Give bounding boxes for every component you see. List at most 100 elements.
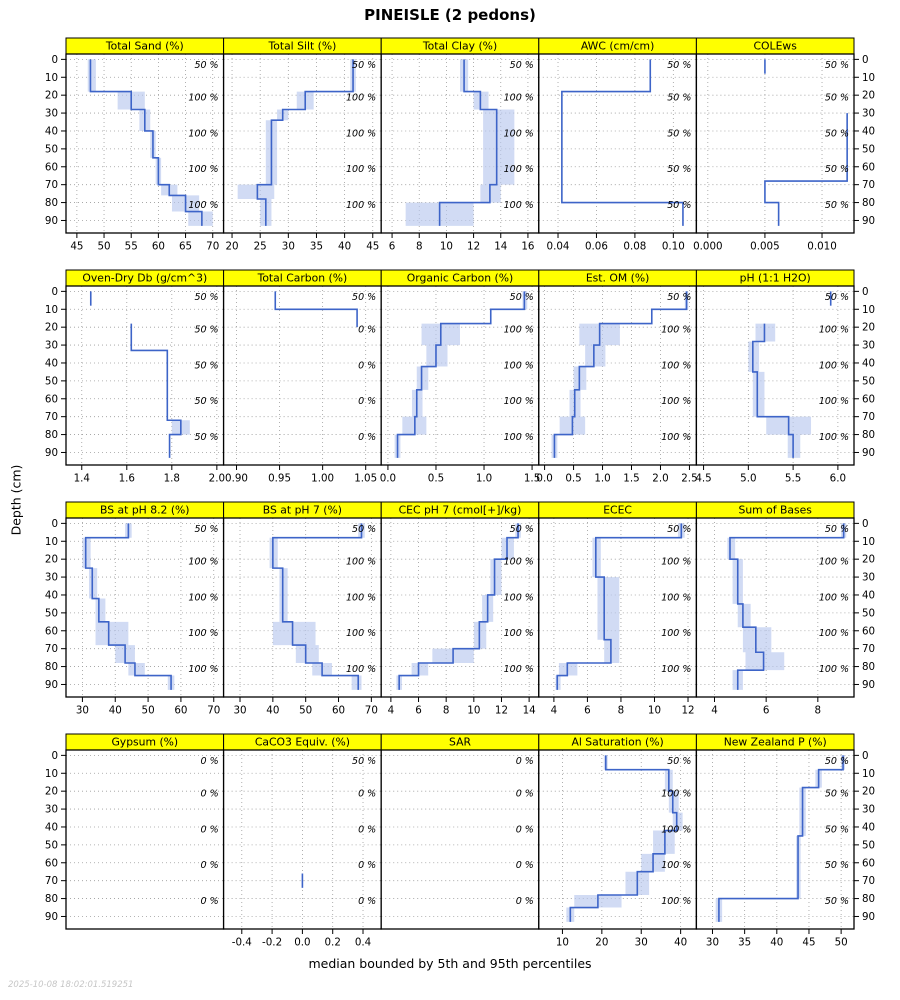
x-tick-label: 25 [254, 241, 267, 253]
y-tick-label: 60 [862, 857, 875, 869]
x-tick-label: 1.0 [594, 473, 610, 485]
strip-title: Est. OM (%) [586, 272, 649, 285]
panel-ecec: ECEC 50 % 100 % 100 % 100 % 100 % 4 6 8 10 12 [538, 501, 698, 717]
contributing-fraction-label: 100 % [819, 628, 849, 639]
contributing-fraction-label: 50 % [825, 788, 849, 799]
x-tick-label: 0.10 [662, 241, 685, 253]
contributing-fraction-label: 50 % [825, 128, 849, 139]
y-tick-label: 40 [862, 589, 875, 601]
y-tick-label: 0 [862, 54, 869, 66]
axes: 0.000 0.005 0.010 0 10 20 30 40 50 60 70 80 90 [693, 54, 875, 253]
panel-organic-carbon: Organic Carbon (%) 50 % 100 % 100 % 100 % 100… [380, 269, 540, 485]
median-line [553, 291, 688, 458]
panel-caco3-equiv: CaCO3 Equiv. (%)50 % 0 % 0 % 0 % 0 % -0.4 -0.2… [222, 733, 382, 949]
y-tick-label: 40 [862, 821, 875, 833]
panel-sar: SAR 0 % 0 % 0 % 0 % 0 % [380, 733, 540, 930]
median-line [556, 523, 683, 690]
contributing-fraction-label: 100 % [819, 360, 849, 371]
axes: 45 50 55 60 65 70 0 10 20 30 40 50 60 70 80 90 [45, 54, 219, 253]
median-line [438, 59, 498, 226]
panel-bg [66, 750, 224, 929]
x-tick-label: 1.8 [164, 473, 180, 485]
contributing-fraction-label: 100 % [661, 824, 691, 835]
y-tick-label: 70 [862, 411, 875, 423]
contributing-fraction-label: 50 % [194, 324, 218, 335]
y-tick-label: 10 [862, 768, 875, 780]
percentile-ribbon [551, 291, 689, 458]
x-tick-label: 60 [332, 705, 345, 717]
y-tick-label: 10 [45, 768, 58, 780]
axes: 30 35 40 45 50 0 10 20 30 40 50 60 70 80 90 [706, 750, 875, 949]
contributing-fraction-label: 50 % [194, 524, 218, 535]
median-line [396, 291, 526, 458]
y-tick-label: 0 [862, 286, 869, 298]
contributing-fraction-label: 0 % [201, 824, 219, 835]
contributing-fraction-label: 100 % [504, 556, 534, 567]
contributing-fraction-label: 0 % [358, 860, 376, 871]
y-tick-label: 0 [862, 750, 869, 762]
y-tick-label: 20 [45, 554, 58, 566]
x-tick-label: 20 [595, 937, 608, 949]
y-tick-label: 90 [862, 215, 875, 227]
panel-bg [223, 518, 382, 697]
median-line [569, 755, 678, 922]
x-tick-label: 40 [674, 937, 687, 949]
strip-title: Total Sand (%) [105, 40, 184, 53]
x-tick-label: 2.5 [681, 473, 697, 485]
panel-awc: AWC (cm/cm)50 %50 %50 %50 %50 %0.04 0.06 0… [538, 37, 698, 253]
y-tick-label: 70 [45, 411, 58, 423]
x-tick-label: 0.90 [225, 473, 248, 485]
x-tick-label: 55 [125, 241, 138, 253]
contributing-fraction-label: 50 % [825, 60, 849, 71]
strip-title: New Zealand P (%) [724, 736, 827, 749]
contributing-fraction-label: 100 % [188, 556, 218, 567]
contributing-fraction-label: 0 % [358, 360, 376, 371]
y-tick-label: 50 [45, 839, 58, 851]
contributing-fraction-label: 100 % [504, 664, 534, 675]
contributing-fraction-label: 50 % [667, 524, 691, 535]
x-tick-label: 60 [152, 241, 165, 253]
y-tick-label: 70 [45, 875, 58, 887]
x-tick-label: 50 [299, 705, 312, 717]
x-tick-label: 14 [523, 705, 536, 717]
contributing-fraction-label: 100 % [504, 360, 534, 371]
x-tick-label: 20 [225, 241, 238, 253]
percentile-ribbon [566, 755, 683, 922]
contributing-fraction-label: 100 % [188, 592, 218, 603]
contributing-fraction-label: 100 % [661, 788, 691, 799]
y-tick-label: 50 [45, 607, 58, 619]
x-tick-label: 12 [495, 705, 508, 717]
contributing-fraction-label: 50 % [352, 60, 376, 71]
x-tick-label: 2.0 [652, 473, 668, 485]
y-tick-label: 40 [862, 125, 875, 137]
contributing-fraction-label: 0 % [358, 324, 376, 335]
strip-title: SAR [449, 736, 471, 749]
contributing-fraction-label: 100 % [661, 896, 691, 907]
x-tick-label: 0.5 [565, 473, 581, 485]
axes: 4 6 8 10 12 [551, 697, 695, 717]
panel-al-saturation: Al Saturation (%) 50 % 100 % 100 % 100 % 100 … [538, 733, 698, 949]
y-tick-label: 60 [45, 393, 58, 405]
strip-title: COLEws [754, 40, 798, 53]
percentile-ribbon [87, 59, 213, 226]
y-tick-label: 70 [862, 179, 875, 191]
contributing-fraction-label: 50 % [825, 92, 849, 103]
y-tick-label: 10 [862, 304, 875, 316]
x-tick-label: 10 [648, 705, 661, 717]
y-tick-label: 30 [45, 340, 58, 352]
x-tick-label: 0.06 [585, 241, 608, 253]
median-line [272, 523, 363, 690]
percentile-ribbon [396, 523, 521, 690]
x-tick-label: 1.5 [623, 473, 639, 485]
contributing-fraction-label: 0 % [516, 824, 534, 835]
contributing-fraction-label: 0 % [516, 756, 534, 767]
y-tick-label: 10 [45, 304, 58, 316]
x-tick-label: 0.5 [428, 473, 444, 485]
x-tick-label: 1.5 [524, 473, 540, 485]
panel-ph: pH (1:1 H2O) 50 % 100 % 100 % 100 % 100 % 4.5 5… [695, 269, 875, 485]
panel-total-clay: Total Clay (%) 50 % 100 % 100 % 100 % 100 % 6 8… [380, 37, 540, 253]
x-tick-label: 1.00 [311, 473, 334, 485]
y-tick-label: 60 [45, 161, 58, 173]
contributing-fraction-label: 0 % [516, 896, 534, 907]
